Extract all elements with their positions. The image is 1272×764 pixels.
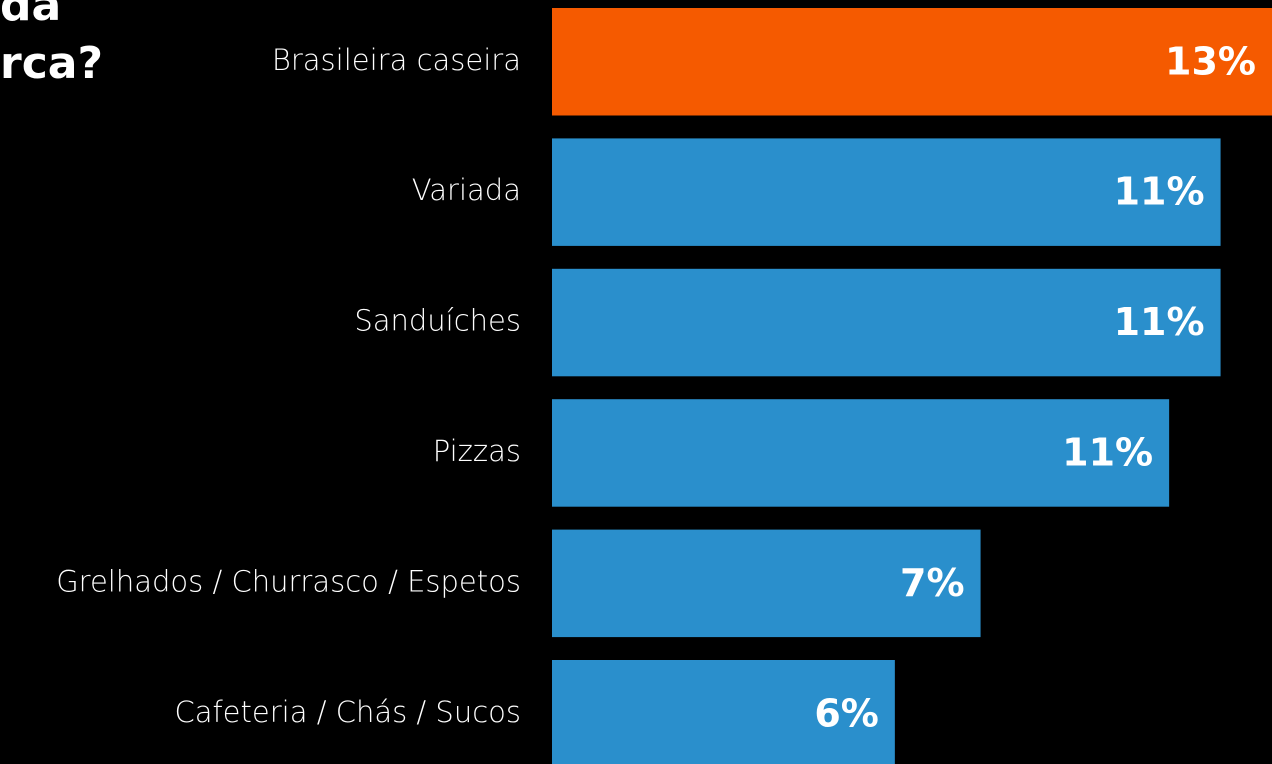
category-label: Grelhados / Churrasco / Espetos [56, 564, 521, 598]
bar [552, 660, 895, 764]
category-label: Sanduíches [354, 304, 521, 338]
category-label: Variada [412, 173, 521, 207]
value-label: 11% [1114, 300, 1205, 344]
bar [552, 399, 1170, 507]
bar [552, 529, 981, 638]
title-line: da [0, 0, 61, 31]
value-label: 13% [1165, 39, 1256, 83]
category-label: Brasileira caseira [272, 43, 521, 77]
bar [552, 268, 1221, 377]
category-label: Cafeteria / Chás / Sucos [174, 695, 521, 729]
bar [552, 138, 1221, 246]
bar [552, 8, 1272, 116]
value-label: 7% [900, 561, 965, 605]
title-line: rca? [0, 38, 103, 89]
value-label: 6% [814, 691, 879, 735]
value-label: 11% [1062, 430, 1153, 474]
category-label: Pizzas [433, 434, 521, 468]
value-label: 11% [1114, 170, 1205, 214]
